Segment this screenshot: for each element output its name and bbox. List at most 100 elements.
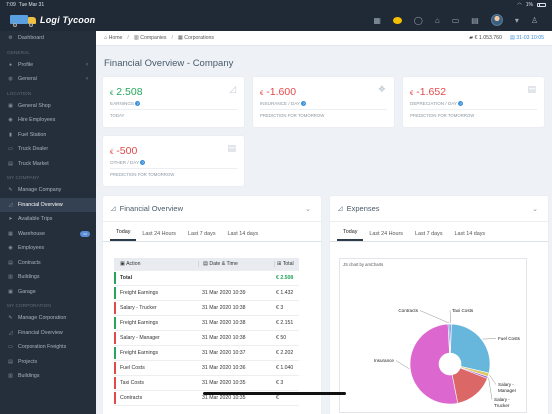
sidebar-item-dashboard[interactable]: ⚙ Dashboard [0, 31, 96, 46]
tab-today[interactable]: Today [337, 229, 364, 241]
sidebar-item-manage-corporation[interactable]: ✎ Manage Corporation [0, 311, 96, 326]
ios-status-bar: 7:09 Tue Mar 31 ◠ 1% [0, 0, 552, 9]
pie-label-line [482, 338, 497, 340]
tab-last-24-hours[interactable]: Last 24 Hours [369, 231, 403, 237]
sidebar-item-buildings[interactable]: ▥ Buildings [0, 270, 96, 285]
document-icon: ▤ [527, 84, 536, 94]
panel-title: Expenses [346, 204, 380, 213]
sidebar-item-available-trips[interactable]: ➤ Available Trips [0, 212, 96, 227]
market-icon: ▤ [8, 160, 13, 167]
pie-slice-insurance[interactable] [409, 323, 459, 405]
sidebar-item-buildings[interactable]: ▥ Buildings [0, 369, 96, 384]
home-icon[interactable]: ⌂ [434, 15, 440, 25]
tab-last-24-hours[interactable]: Last 24 Hours [142, 231, 176, 237]
employees-icon: ◉ [8, 245, 13, 252]
app-logo[interactable]: Logi Tycoon [0, 13, 96, 27]
user-icon[interactable]: ♙ [530, 15, 538, 25]
breadcrumb-home[interactable]: Home [108, 35, 123, 41]
chat-icon[interactable]: ◯ [413, 15, 423, 25]
breadcrumb-corporations[interactable]: Corporations [184, 35, 214, 41]
table-row: Salary - Trucker 31 Mar 2020 10:38 € 3 [114, 301, 299, 316]
inbox-icon[interactable]: ▭ [451, 15, 460, 25]
earnings-label: Earnings ? [110, 101, 141, 107]
row-total: € 2.151 [276, 320, 294, 326]
column-total[interactable]: ⊞ Total [274, 261, 299, 267]
tab-last-14-days[interactable]: Last 14 days [454, 231, 486, 237]
battery-icon [537, 2, 546, 7]
row-action: Freight Earnings [120, 320, 159, 326]
shop-icon: ▣ [8, 102, 13, 109]
sidebar-item-label: Fuel Station [18, 131, 47, 138]
pie-slice-fuel-costs[interactable] [450, 323, 491, 374]
chevron-down-icon[interactable]: ⌄ [305, 205, 311, 213]
calendar-icon: ▤ [509, 35, 517, 41]
info-icon[interactable]: ? [140, 160, 146, 166]
row-datetime: 31 Mar 2020 10:37 [202, 350, 246, 356]
calendar-icon[interactable]: ▤ [471, 15, 479, 25]
tab-last-7-days[interactable]: Last 7 days [187, 231, 216, 237]
sidebar-item-manage-company[interactable]: ✎ Manage Company [0, 183, 96, 198]
people-icon: ◉ [8, 117, 13, 124]
garage-icon: ▣ [8, 288, 13, 295]
sidebar-item-garage[interactable]: ▣ Garage [0, 285, 96, 300]
sidebar-item-label: Buildings [18, 274, 40, 281]
sidebar-item-fuel-station[interactable]: ▮ Fuel Station [0, 128, 96, 143]
sidebar-item-warehouse[interactable]: ▦ Warehouse ▭ [0, 227, 96, 242]
sidebar-item-contracts[interactable]: ▤ Contracts [0, 256, 96, 271]
transactions-table: ▣ Action ▤ Date & Time ⊞ Total Total € 2… [114, 258, 299, 406]
panel-header: ◿ Expenses ⌄ [330, 196, 548, 222]
column-action[interactable]: ▣ Action [120, 261, 141, 267]
sidebar-item-label: Profile [18, 61, 34, 68]
depreciation-footer: Prediction for tomorrow [410, 113, 475, 118]
sidebar-item-employees[interactable]: ◉ Employees [0, 241, 96, 256]
avatar[interactable] [490, 14, 503, 26]
sidebar-item-general-shop[interactable]: ▣ General Shop [0, 99, 96, 114]
sidebar-item-hire-employees[interactable]: ◉ Hire Employees [0, 113, 96, 128]
sidebar-item-truck-market[interactable]: ▤ Truck Market [0, 157, 96, 172]
earnings-footer: Today [110, 113, 125, 118]
total-value: € 2.508 [276, 275, 294, 281]
sidebar-item-label: Truck Dealer [18, 146, 49, 153]
document-icon: ▤ [227, 143, 236, 153]
sidebar-item-general[interactable]: ◍ General ‹ [0, 72, 96, 87]
app-name: Logi Tycoon [40, 15, 96, 25]
sidebar-section-label: Location [7, 91, 32, 97]
projects-icon: ▤ [8, 358, 13, 365]
caret-down-icon[interactable]: ▾ [514, 15, 519, 25]
page-title: Financial Overview - Company [104, 58, 234, 69]
tab-last-7-days[interactable]: Last 7 days [414, 231, 443, 237]
sidebar-item-profile[interactable]: ● Profile ‹ [0, 58, 96, 73]
tab-last-14-days[interactable]: Last 14 days [227, 231, 259, 237]
sidebar-item-projects[interactable]: ▤ Projects [0, 355, 96, 370]
info-icon[interactable]: ? [135, 101, 141, 107]
amcharts-credit[interactable]: JS chart by amCharts [343, 262, 384, 267]
expenses-panel: ◿ Expenses ⌄ Today Last 24 Hours Last 7 da… [330, 196, 548, 414]
pie-label-line [489, 374, 497, 385]
sidebar-item-financial-overview[interactable]: ◿ Financial Overview [0, 326, 96, 341]
top-navbar: Logi Tycoon ▦ ◯ ⌂ ▭ ▤ ▾ ♙ [0, 9, 552, 31]
insurance-card: € -1.600 Insurance / Day ? Prediction fo… [253, 77, 394, 127]
sidebar-item-label: Truck Market [18, 160, 49, 167]
column-datetime[interactable]: ▤ Date & Time [198, 261, 274, 267]
info-icon[interactable]: ? [301, 101, 307, 107]
notification-bell-icon[interactable] [392, 16, 402, 24]
home-icon: ⌂ [104, 35, 109, 41]
breadcrumb-companies[interactable]: Companies [140, 35, 167, 41]
info-icon[interactable]: ? [458, 101, 464, 107]
chevron-down-icon[interactable]: ⌄ [532, 205, 538, 213]
pie-label: Insurance [374, 358, 395, 363]
trips-icon: ➤ [8, 216, 13, 223]
sidebar-item-corporation-freights[interactable]: ▭ Corporation Freights [0, 340, 96, 355]
row-total: € 1.432 [276, 290, 294, 296]
game-date: ▤ 31-03 10:05 [509, 35, 544, 41]
total-label: Total [120, 275, 133, 281]
pie-label: Manager [498, 388, 517, 393]
sidebar-item-label: General [18, 76, 37, 83]
sidebar-item-label: Employees [18, 245, 45, 252]
calculator-icon[interactable]: ▦ [373, 15, 381, 25]
sidebar-section-label: General [7, 50, 30, 56]
sidebar-item-truck-dealer[interactable]: ▭ Truck Dealer [0, 142, 96, 157]
building-icon: ▥ [133, 35, 141, 41]
sidebar-item-financial-overview[interactable]: ◿ Financial Overview [0, 197, 96, 212]
tab-today[interactable]: Today [110, 229, 137, 241]
